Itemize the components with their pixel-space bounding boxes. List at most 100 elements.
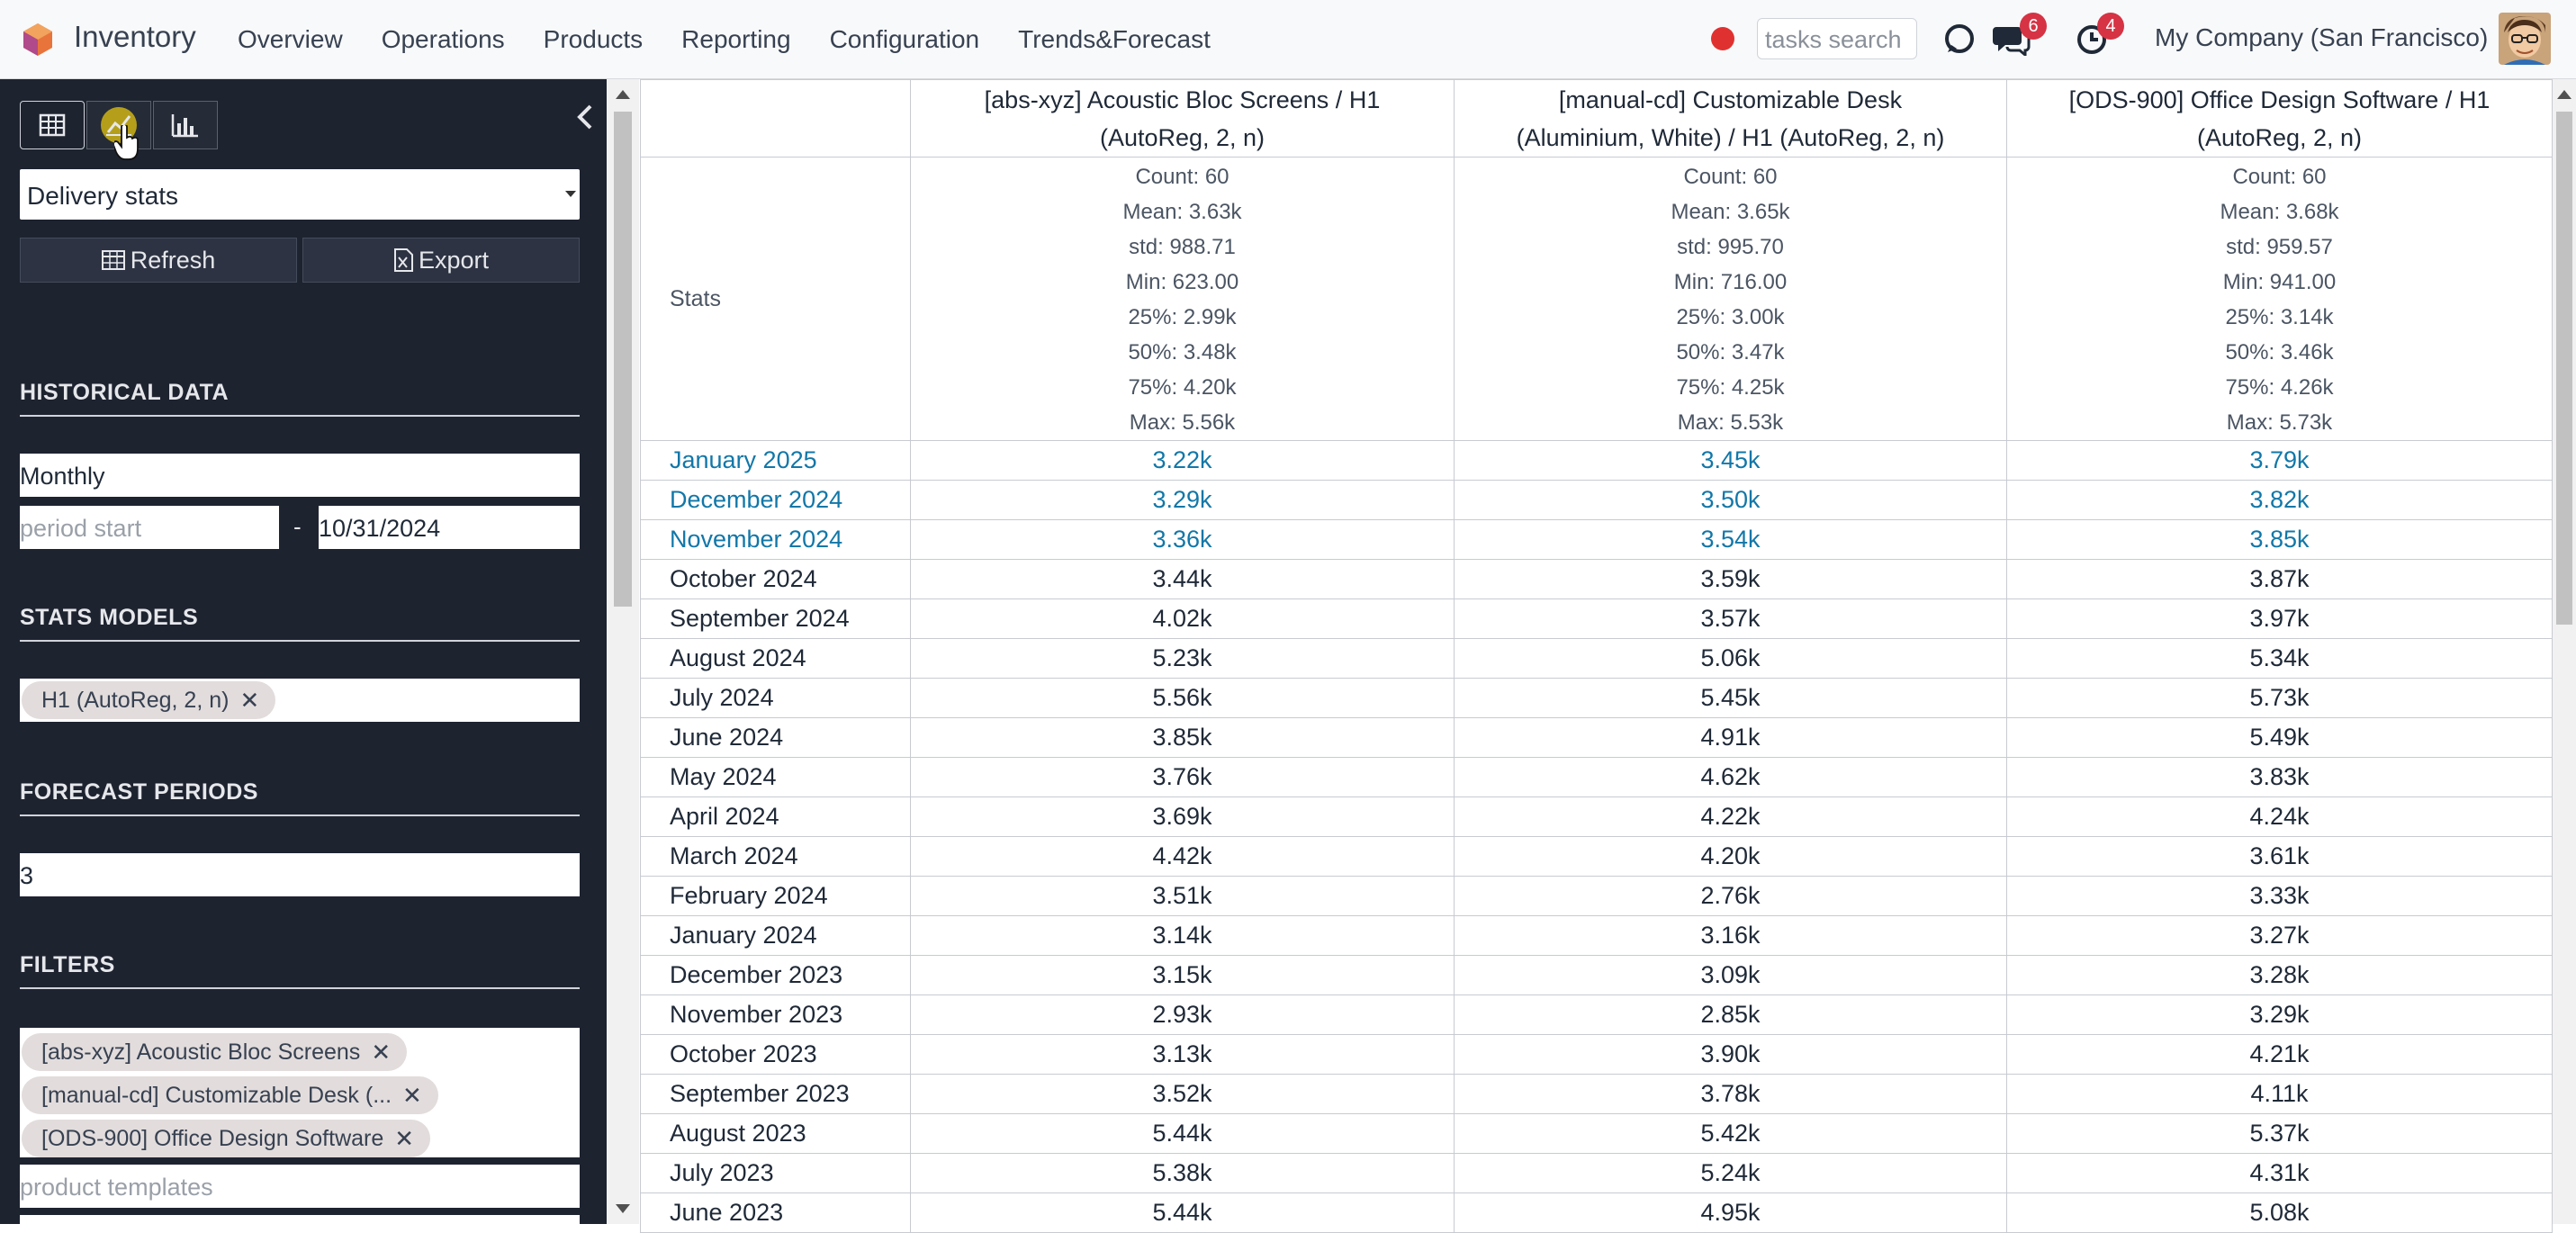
column-header[interactable]: [manual-cd] Customizable Desk (Aluminium,…	[1454, 79, 2007, 158]
stats-table: [abs-xyz] Acoustic Bloc Screens / H1 (Aut…	[640, 79, 2553, 1233]
column-header-line: (AutoReg, 2, n)	[1099, 123, 1265, 151]
left-scrollbar[interactable]	[607, 79, 639, 1224]
refresh-label: Refresh	[130, 246, 216, 274]
table-cell: 3.87k	[2006, 559, 2553, 599]
period-end-input[interactable]: 10/31/2024	[319, 506, 580, 549]
table-cell: 5.45k	[1454, 678, 2007, 718]
table-cell: 3.90k	[1454, 1034, 2007, 1075]
table-row[interactable]: February 2024 3.51k 2.76k 3.33k	[640, 876, 2553, 916]
table-row[interactable]: June 2023 5.44k 4.95k 5.08k	[640, 1192, 2553, 1233]
table-cell: 3.85k	[910, 717, 1455, 758]
table-cell: 4.11k	[2006, 1074, 2553, 1114]
table-row[interactable]: October 2024 3.44k 3.59k 3.87k	[640, 559, 2553, 599]
menu-products[interactable]: Products	[543, 25, 644, 53]
stats-models-field[interactable]: H1 (AutoReg, 2, n) ✕	[20, 679, 580, 722]
grid-view-button[interactable]	[20, 101, 85, 149]
table-row[interactable]: October 2023 3.13k 3.90k 4.21k	[640, 1034, 2553, 1075]
remove-tag-icon[interactable]: ✕	[402, 1081, 422, 1109]
historical-data-title: HISTORICAL DATA	[20, 380, 580, 417]
scrollbar-thumb[interactable]	[2556, 112, 2572, 625]
activities-badge: 4	[2097, 13, 2124, 40]
table-row[interactable]: September 2024 4.02k 3.57k 3.97k	[640, 598, 2553, 639]
column-header[interactable]: [ODS-900] Office Design Software / H1 (Au…	[2006, 79, 2553, 158]
export-button[interactable]: Export	[302, 238, 580, 283]
activities-clock-icon[interactable]	[2076, 22, 2110, 56]
stat-line: 25%: 3.00k	[1676, 305, 1785, 329]
table-cell: 3.13k	[910, 1034, 1455, 1075]
menu-trends-forecast[interactable]: Trends&Forecast	[1018, 25, 1211, 53]
app-name[interactable]: Inventory	[74, 20, 196, 53]
table-icon	[39, 113, 66, 137]
table-cell: 3.54k	[1454, 519, 2007, 560]
app-logo-icon[interactable]	[20, 22, 56, 58]
refresh-button[interactable]: Refresh	[20, 238, 297, 283]
table-row[interactable]: November 2023 2.93k 2.85k 3.29k	[640, 994, 2553, 1035]
recording-indicator-icon[interactable]	[1711, 27, 1734, 50]
remove-tag-icon[interactable]: ✕	[239, 686, 260, 714]
table-row[interactable]: June 2024 3.85k 4.91k 5.49k	[640, 717, 2553, 758]
table-row[interactable]: July 2024 5.56k 5.45k 5.73k	[640, 678, 2553, 718]
scroll-up-arrow-icon[interactable]	[2557, 90, 2571, 99]
product-filters-field[interactable]: [abs-xyz] Acoustic Bloc Screens ✕ [manual…	[20, 1028, 580, 1157]
column-header[interactable]: [abs-xyz] Acoustic Bloc Screens / H1 (Aut…	[910, 79, 1455, 158]
company-switcher[interactable]: My Company (San Francisco)	[2155, 23, 2489, 51]
stat-line: std: 988.71	[1129, 235, 1236, 259]
table-row[interactable]: August 2024 5.23k 5.06k 5.34k	[640, 638, 2553, 679]
table-row[interactable]: May 2024 3.76k 4.62k 3.83k	[640, 757, 2553, 797]
product-templates-input[interactable]: product templates	[20, 1165, 580, 1208]
table-cell: 2.76k	[1454, 876, 2007, 916]
bar-chart-view-button[interactable]	[153, 101, 218, 149]
table-row[interactable]: January 2024 3.14k 3.16k 3.27k	[640, 915, 2553, 956]
stat-line: 25%: 2.99k	[1128, 305, 1237, 329]
table-row[interactable]: January 2025 3.22k 3.45k 3.79k	[640, 440, 2553, 481]
table-row[interactable]: November 2024 3.36k 3.54k 3.85k	[640, 519, 2553, 560]
table-cell: 3.28k	[2006, 955, 2553, 995]
table-cell: 3.78k	[1454, 1074, 2007, 1114]
table-row[interactable]: August 2023 5.44k 5.42k 5.37k	[640, 1113, 2553, 1154]
table-row[interactable]: March 2024 4.42k 4.20k 3.61k	[640, 836, 2553, 877]
scroll-up-arrow-icon[interactable]	[616, 90, 630, 99]
row-header-period: February 2024	[640, 876, 911, 916]
row-header-period: August 2024	[640, 638, 911, 679]
collapse-sidebar-chevron-icon[interactable]	[572, 99, 598, 135]
row-header-period: July 2024	[640, 678, 911, 718]
table-cell: 3.09k	[1454, 955, 2007, 995]
stats-row: Stats Count: 60 Mean: 3.63k std: 988.71 Min…	[640, 157, 2553, 441]
tasks-search-input[interactable]: tasks search	[1757, 18, 1917, 59]
scrollbar-thumb[interactable]	[614, 112, 632, 607]
menu-configuration[interactable]: Configuration	[829, 25, 980, 53]
chat-bubble-icon[interactable]	[1941, 22, 1977, 58]
table-row[interactable]: July 2023 5.38k 5.24k 4.31k	[640, 1153, 2553, 1193]
table-row[interactable]: December 2024 3.29k 3.50k 3.82k	[640, 480, 2553, 520]
view-switcher	[20, 101, 220, 160]
table-cell: 3.79k	[2006, 440, 2553, 481]
right-scrollbar[interactable]	[2553, 79, 2576, 1224]
user-avatar[interactable]	[2499, 13, 2551, 65]
scroll-down-arrow-icon[interactable]	[616, 1204, 630, 1213]
forecast-periods-input[interactable]: 3	[20, 853, 580, 896]
stat-line: std: 995.70	[1677, 235, 1784, 259]
stat-line: Mean: 3.63k	[1122, 200, 1242, 224]
stats-models-title: STATS MODELS	[20, 605, 580, 642]
menu-reporting[interactable]: Reporting	[681, 25, 791, 53]
line-chart-view-button[interactable]	[86, 101, 151, 160]
stat-line: Max: 5.73k	[2226, 410, 2333, 435]
period-granularity-input[interactable]: Monthly	[20, 454, 580, 497]
table-icon	[101, 250, 125, 270]
stat-line: Count: 60	[1135, 165, 1229, 189]
stats-cell: Count: 60 Mean: 3.68k std: 959.57 Min: 941.…	[2006, 157, 2553, 441]
stat-line: Count: 60	[2232, 165, 2327, 189]
table-cell: 3.33k	[2006, 876, 2553, 916]
remove-tag-icon[interactable]: ✕	[394, 1124, 415, 1152]
table-row[interactable]: April 2024 3.69k 4.22k 4.24k	[640, 796, 2553, 837]
menu-overview[interactable]: Overview	[238, 25, 343, 53]
menu-operations[interactable]: Operations	[381, 25, 505, 53]
table-cell: 3.50k	[1454, 480, 2007, 520]
table-row[interactable]: September 2023 3.52k 3.78k 4.11k	[640, 1074, 2553, 1114]
remove-tag-icon[interactable]: ✕	[371, 1038, 392, 1066]
stats-model-tag: H1 (AutoReg, 2, n) ✕	[22, 681, 276, 719]
table-row[interactable]: December 2023 3.15k 3.09k 3.28k	[640, 955, 2553, 995]
period-start-input[interactable]: period start	[20, 506, 279, 549]
table-cell: 5.56k	[910, 678, 1455, 718]
report-type-select[interactable]: Delivery stats	[20, 169, 580, 220]
